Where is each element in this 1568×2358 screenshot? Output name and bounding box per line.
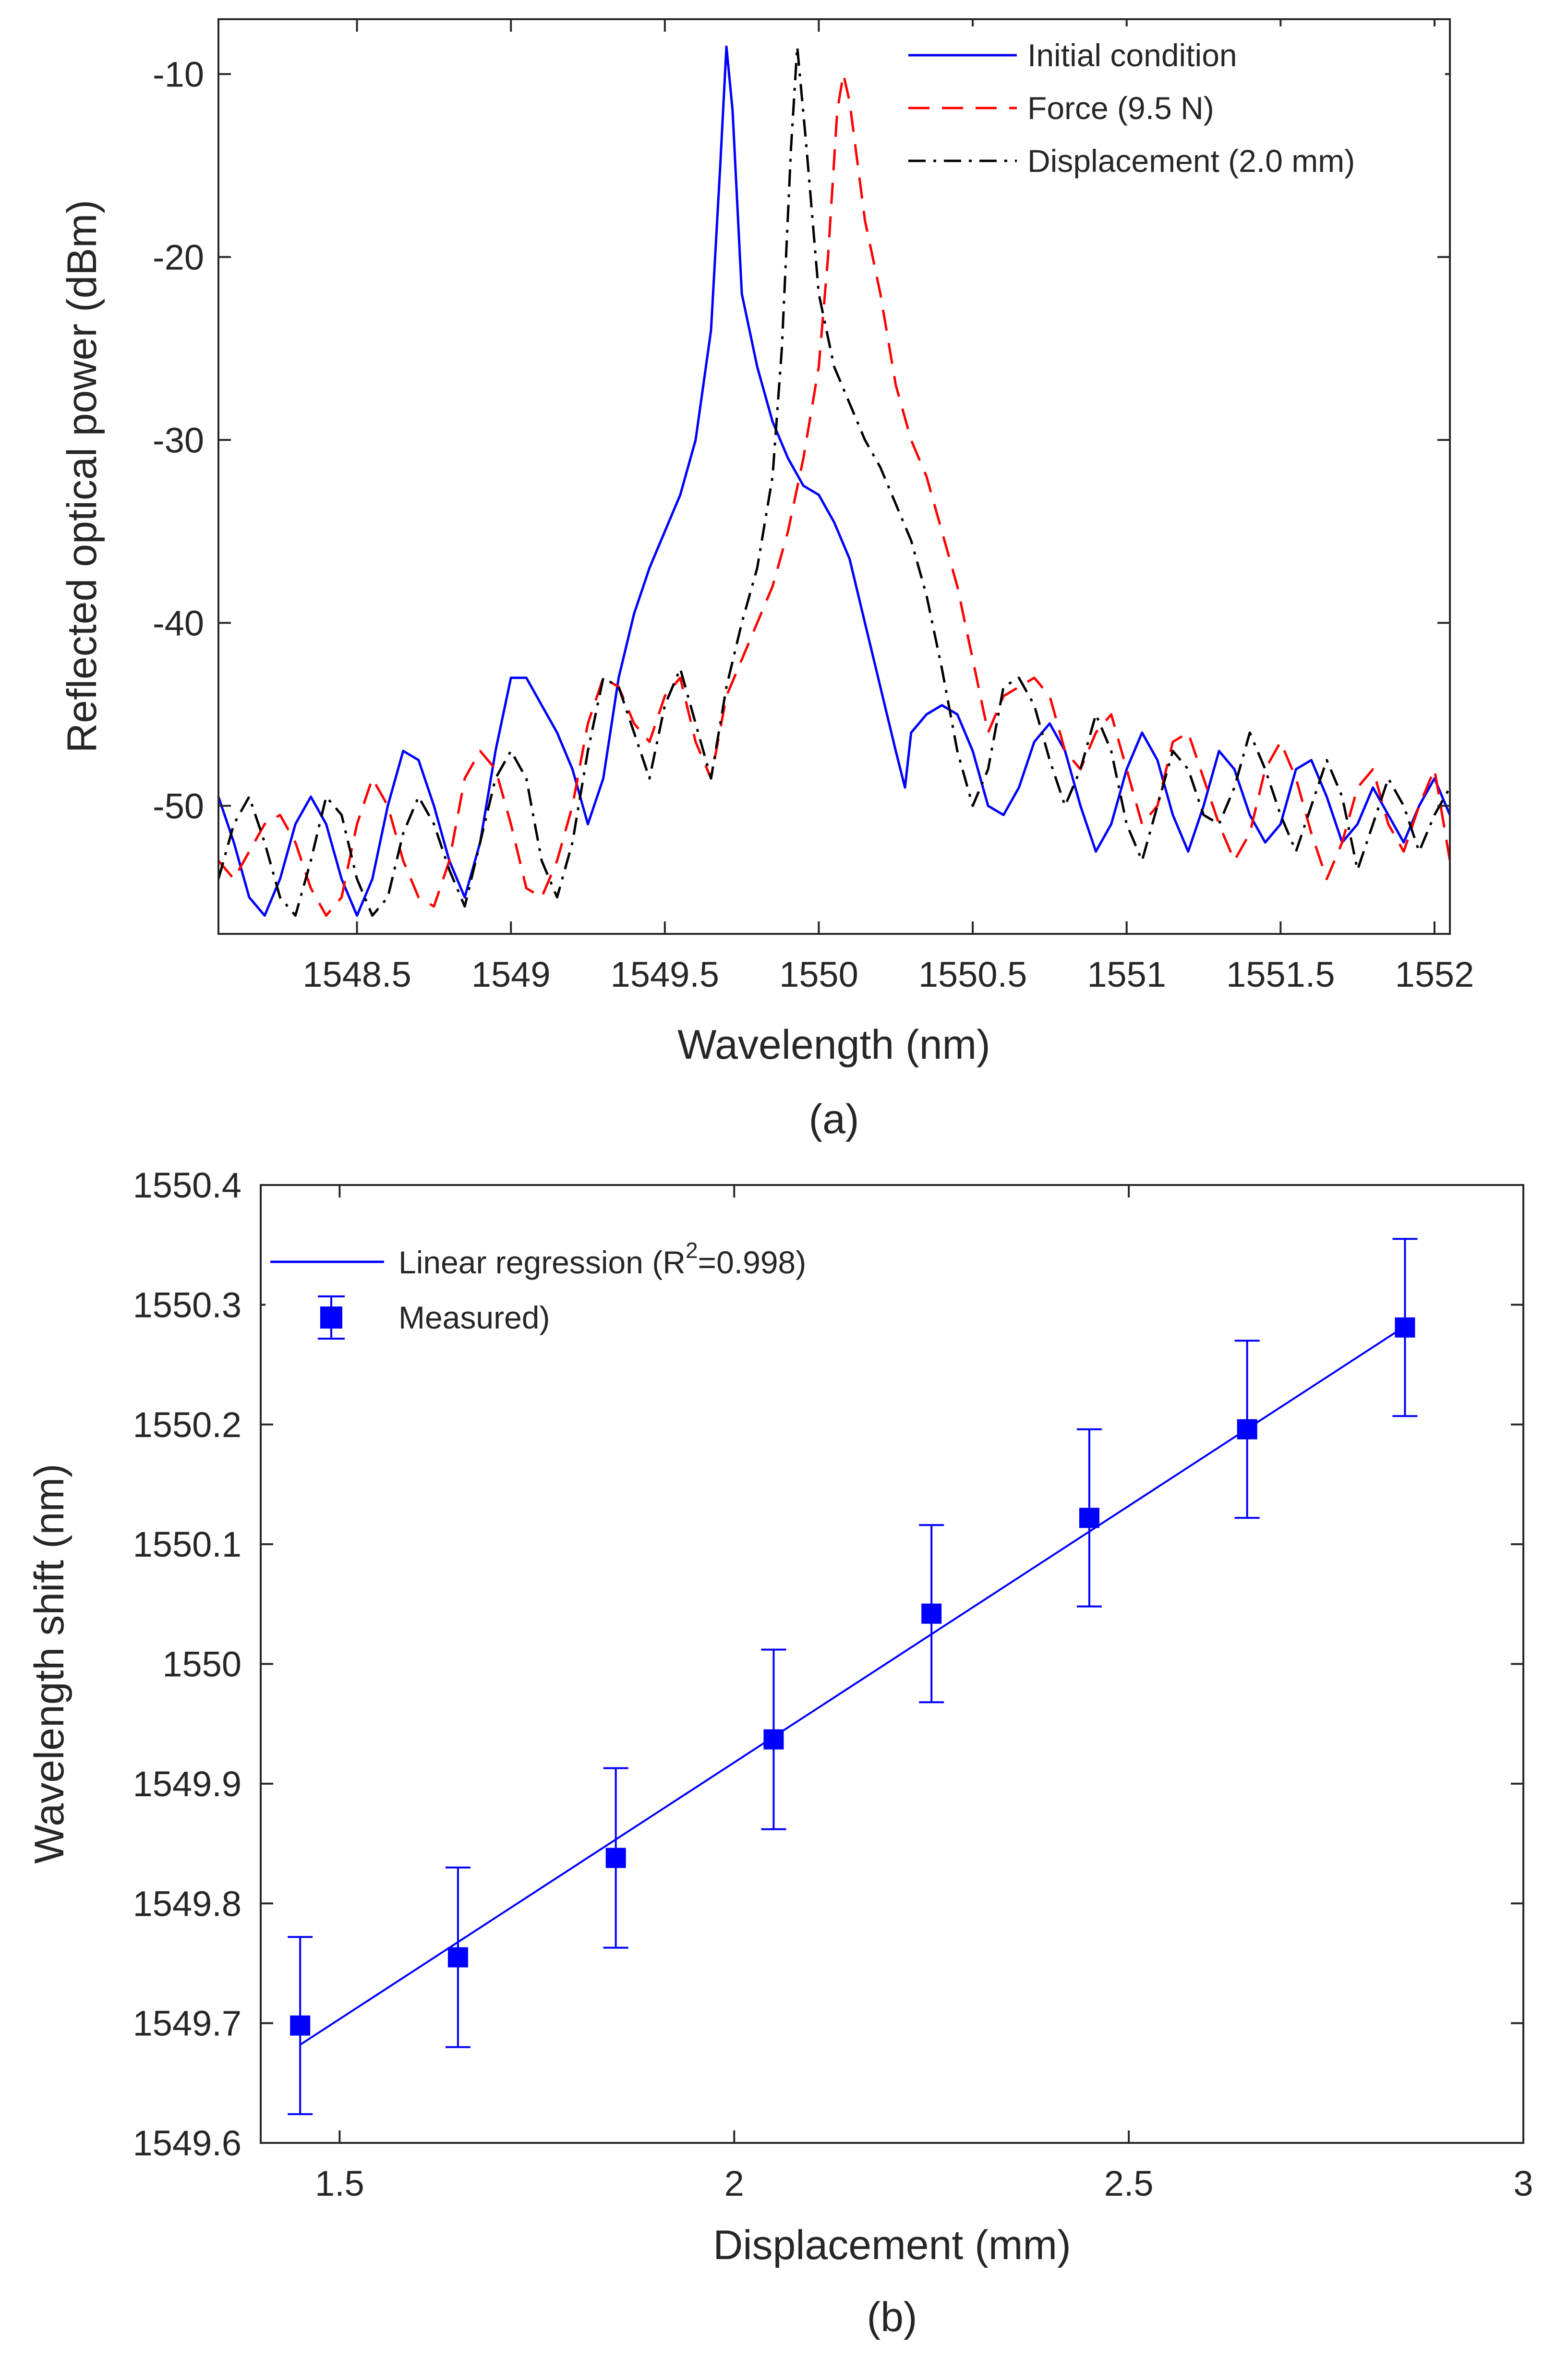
chart-b-legend: Linear regression (R2=0.998) Measured) <box>265 1220 1000 1354</box>
linear-regression-line <box>300 1325 1406 2046</box>
measured-marker <box>921 1603 942 1624</box>
chart-a-ytick-label: -10 <box>153 54 204 94</box>
measured-marker <box>605 1848 626 1868</box>
chart-b-xtick-label: 3 <box>1513 2164 1533 2203</box>
legend-b-regression-label-suffix: =0.998) <box>698 1245 807 1280</box>
chart-a-xlabel: Wavelength (nm) <box>677 1022 990 1068</box>
measured-point <box>445 1866 470 2048</box>
legend-b-regression-label-main: Linear regression (R <box>398 1245 686 1280</box>
chart-a-legend: Initial condition Force (9.5 N) Displace… <box>898 26 1445 190</box>
chart-b-ytick-label: 1549.7 <box>133 2004 241 2044</box>
chart-b-panel-label: (b) <box>867 2294 917 2340</box>
chart-a-xtick-label: 1551.5 <box>1226 955 1335 994</box>
measured-point <box>1392 1238 1418 1417</box>
measured-marker <box>763 1729 784 1750</box>
chart-b-xtick-label: 2 <box>724 2164 744 2203</box>
chart-a-panel-label: (a) <box>808 1096 859 1142</box>
chart-b-ytick-label: 1549.6 <box>133 2123 241 2163</box>
series-displacement-line <box>218 45 1450 917</box>
chart-a-ylabel: Reflected optical power (dBm) <box>59 200 105 753</box>
chart-b-ytick-label: 1549.8 <box>133 1884 241 1923</box>
legend-a-displacement-label: Displacement (2.0 mm) <box>1027 143 1355 179</box>
chart-b-ytick-label: 1550.3 <box>133 1285 241 1325</box>
series-force-line <box>218 73 1450 917</box>
measured-marker <box>1079 1508 1099 1528</box>
legend-b-measured-label: Measured) <box>398 1300 550 1335</box>
chart-b-series-group <box>288 1238 1418 2116</box>
measured-marker <box>1237 1419 1257 1439</box>
legend-a-force-label: Force (9.5 N) <box>1027 90 1214 126</box>
chart-b-xtick-label: 2.5 <box>1104 2164 1154 2203</box>
measured-marker <box>1395 1317 1415 1338</box>
chart-a-ytick-label: -30 <box>153 420 204 460</box>
chart-b-ytick-label: 1550.2 <box>133 1405 241 1445</box>
measured-marker <box>290 2015 311 2036</box>
chart-b-ytick-label: 1550.4 <box>133 1165 241 1205</box>
chart-b-legend-box <box>265 1220 1000 1354</box>
chart-b-xtick-label: 1.5 <box>315 2164 364 2203</box>
chart-b-ytick-label: 1550 <box>162 1645 241 1684</box>
chart-a-ytick-label: -40 <box>153 603 204 643</box>
legend-b-regression-label-sup: 2 <box>686 1238 698 1263</box>
measured-point <box>919 1524 944 1704</box>
chart-a-series-group <box>218 45 1450 917</box>
measured-point <box>761 1648 786 1830</box>
measured-point <box>1076 1428 1102 1608</box>
measured-point <box>603 1767 628 1949</box>
chart-a-xtick-label: 1550.5 <box>918 955 1027 994</box>
chart-a: 1548.5 1549 1549.5 1550 1550.5 1551 1551.5 1552… <box>59 18 1474 1142</box>
legend-b-regression-label: Linear regression (R2=0.998) <box>398 1238 806 1280</box>
chart-b-ticks-group: 1.5 2 2.5 3 1549.6 1549.7 1549.8 1549.9 1550 1550… <box>133 1165 1533 2203</box>
chart-a-xtick-label: 1552 <box>1395 955 1474 994</box>
measured-marker <box>447 1947 468 1968</box>
chart-a-xtick-label: 1551 <box>1087 955 1166 994</box>
chart-a-ytick-label: -50 <box>153 786 204 826</box>
chart-a-xtick-label: 1550 <box>779 955 858 994</box>
chart-b-ylabel: Wavelength shift (nm) <box>26 1463 72 1863</box>
chart-a-ticks-group: 1548.5 1549 1549.5 1550 1550.5 1551 1551.5 1552… <box>153 19 1474 994</box>
legend-b-measured-marker <box>320 1306 342 1329</box>
chart-b-plot-frame <box>260 1184 1524 2144</box>
chart-a-ytick-label: -20 <box>153 237 204 277</box>
chart-a-xtick-label: 1548.5 <box>302 955 411 994</box>
chart-a-plot-frame <box>217 18 1451 935</box>
chart-b-xlabel: Displacement (mm) <box>713 2222 1071 2268</box>
chart-b-ytick-label: 1550.1 <box>133 1524 241 1564</box>
chart-b: 1.5 2 2.5 3 1549.6 1549.7 1549.8 1549.9 1550 1550… <box>26 1165 1533 2340</box>
chart-a-xtick-label: 1549.5 <box>611 955 719 994</box>
legend-a-initial-label: Initial condition <box>1027 37 1237 73</box>
chart-b-ytick-label: 1549.9 <box>133 1764 241 1804</box>
measured-point <box>1234 1340 1260 1519</box>
chart-a-xtick-label: 1549 <box>471 955 551 994</box>
measured-point <box>288 1936 313 2116</box>
